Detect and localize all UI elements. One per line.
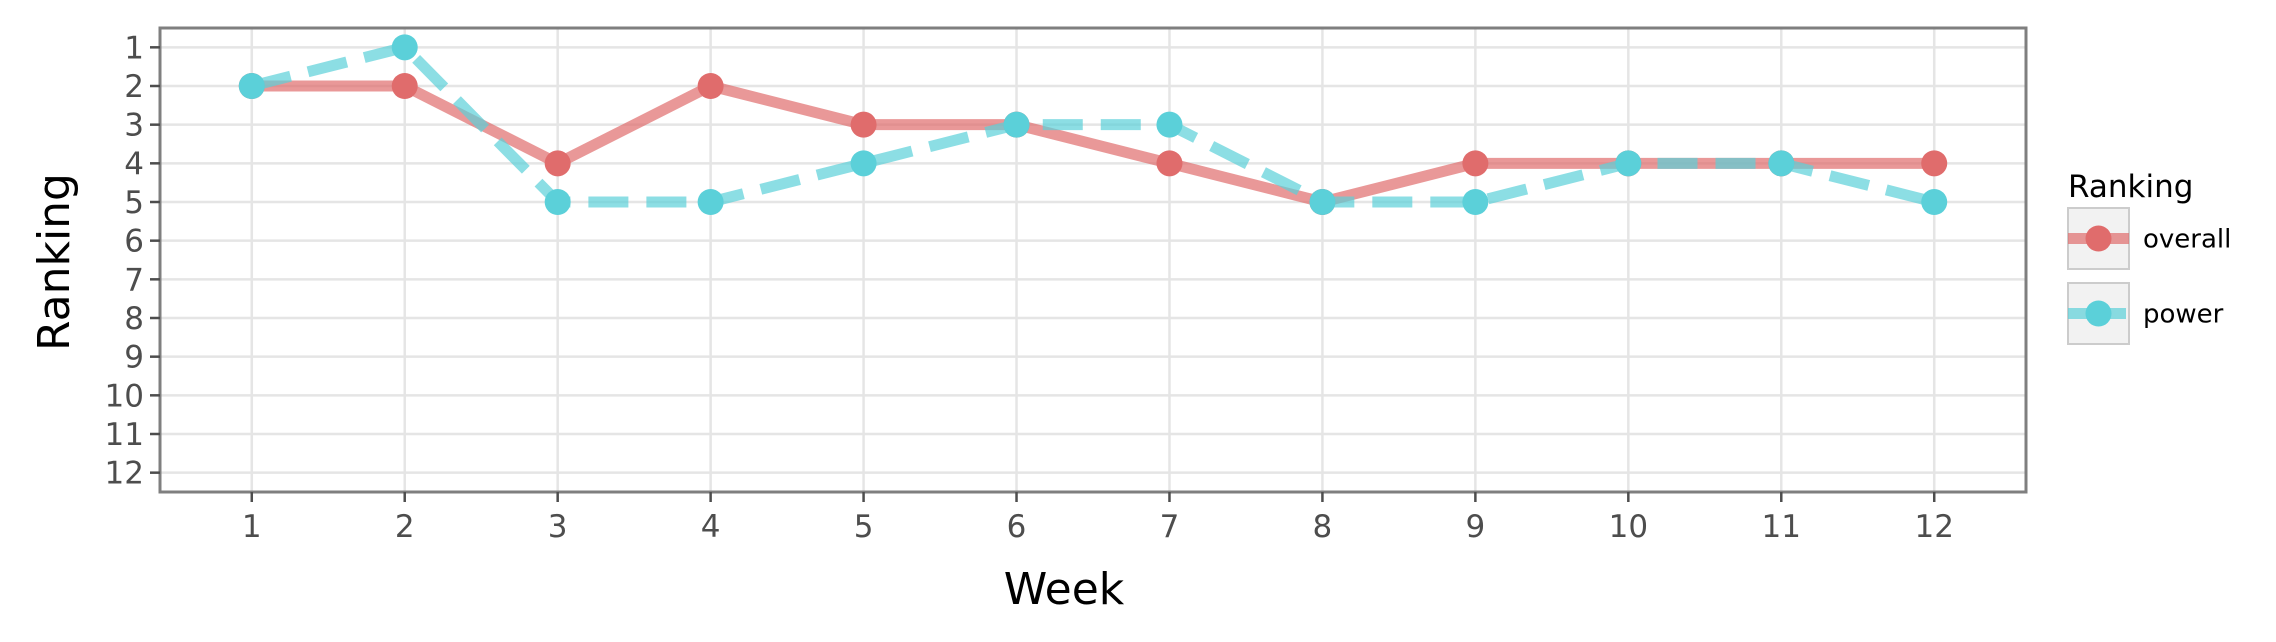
x-tick-label: 5 bbox=[854, 509, 874, 545]
legend-key-point bbox=[2085, 300, 2112, 327]
data-point-power bbox=[544, 189, 571, 215]
data-point-power bbox=[697, 189, 724, 215]
x-tick-label: 11 bbox=[1762, 509, 1801, 545]
x-tick-label: 3 bbox=[548, 509, 568, 545]
panel-border bbox=[158, 26, 2028, 494]
legend-item-overall: overall bbox=[2067, 207, 2231, 270]
y-tick-label: 5 bbox=[124, 185, 144, 221]
data-point-overall bbox=[1921, 150, 1948, 177]
x-tick-label: 4 bbox=[701, 509, 721, 545]
y-tick-label: 9 bbox=[124, 340, 144, 376]
y-tick-label: 11 bbox=[105, 417, 144, 453]
x-gridlines bbox=[250, 28, 1936, 492]
x-tick-label: 9 bbox=[1466, 509, 1486, 545]
x-tick-label: 6 bbox=[1007, 509, 1027, 545]
legend-key-point bbox=[2085, 225, 2112, 252]
data-point-power bbox=[391, 34, 418, 61]
y-tick-label: 1 bbox=[124, 30, 144, 66]
x-axis-ticks bbox=[250, 492, 1936, 502]
data-point-power bbox=[1462, 189, 1489, 215]
legend-label-power: power bbox=[2143, 300, 2224, 330]
data-point-power bbox=[1003, 111, 1030, 138]
data-point-overall bbox=[850, 111, 877, 138]
y-tick-label: 10 bbox=[105, 378, 144, 414]
x-axis-title: Week bbox=[1004, 564, 1125, 615]
data-point-power bbox=[1615, 150, 1642, 177]
data-point-overall bbox=[1156, 150, 1183, 177]
data-point-power bbox=[1309, 189, 1336, 215]
y-tick-label: 8 bbox=[124, 301, 144, 337]
data-point-power bbox=[238, 73, 265, 99]
data-point-overall bbox=[1462, 150, 1489, 177]
panel-background bbox=[160, 28, 2026, 492]
series-power bbox=[238, 34, 1948, 215]
x-tick-label: 7 bbox=[1160, 509, 1180, 545]
x-tick-label: 1 bbox=[242, 509, 262, 545]
data-point-power bbox=[1156, 111, 1183, 138]
y-axis-ticks bbox=[150, 46, 160, 474]
data-point-overall bbox=[544, 150, 571, 177]
x-tick-label: 12 bbox=[1915, 509, 1954, 545]
y-tick-label: 7 bbox=[124, 262, 144, 298]
data-point-overall bbox=[697, 73, 724, 99]
legend-title: Ranking bbox=[2068, 169, 2193, 205]
y-axis-title: Ranking bbox=[29, 173, 80, 351]
x-tick-label: 10 bbox=[1609, 509, 1648, 545]
y-tick-label: 3 bbox=[124, 108, 144, 144]
x-tick-label: 2 bbox=[395, 509, 415, 545]
data-point-power bbox=[1768, 150, 1795, 177]
y-tick-label: 12 bbox=[105, 456, 144, 492]
data-point-power bbox=[1921, 189, 1948, 215]
y-tick-label: 6 bbox=[124, 224, 144, 260]
legend-label-overall: overall bbox=[2143, 225, 2231, 255]
series-line-overall bbox=[251, 80, 1935, 208]
legend-item-power: power bbox=[2067, 282, 2224, 345]
y-tick-label: 2 bbox=[124, 69, 144, 105]
x-tick-label: 8 bbox=[1313, 509, 1333, 545]
y-tick-label: 4 bbox=[124, 146, 144, 182]
legend: Ranking overall power bbox=[2067, 169, 2231, 345]
data-point-overall bbox=[391, 73, 418, 99]
data-point-power bbox=[850, 150, 877, 177]
x-axis-tick-labels: 1 2 3 4 5 6 7 8 9 10 11 12 bbox=[242, 509, 1954, 545]
series-layer bbox=[238, 34, 1948, 215]
y-gridlines bbox=[160, 46, 2026, 474]
legend-keys: overall power bbox=[2067, 207, 2231, 345]
